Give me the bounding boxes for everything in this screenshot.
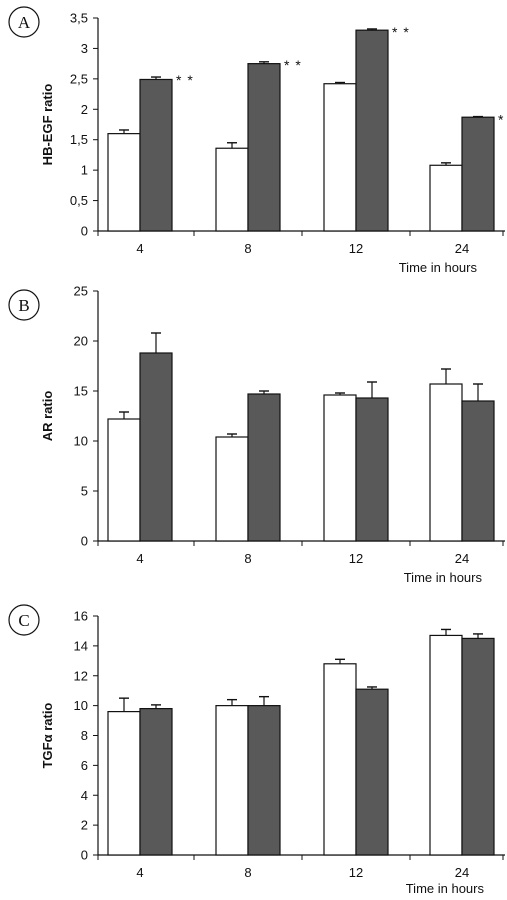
bar-series1-8 xyxy=(215,705,249,856)
significance-marker: * * xyxy=(498,112,507,128)
y-axis-label: HB-EGF ratio xyxy=(40,84,55,166)
y-tick-label: 0 xyxy=(81,534,88,549)
bar-series2-12 xyxy=(355,397,389,542)
y-tick-label: 2 xyxy=(81,102,88,117)
bar-series1-8 xyxy=(215,436,249,542)
bar-series1-4 xyxy=(107,418,141,542)
x-tick-label: 8 xyxy=(244,241,251,256)
bar-series1-12 xyxy=(323,663,357,856)
bar-series1-24 xyxy=(429,634,463,856)
bar-series1-4 xyxy=(107,133,141,232)
y-tick-label: 15 xyxy=(74,384,88,399)
bar-series2-24 xyxy=(461,400,495,542)
bar-series1-12 xyxy=(323,394,357,542)
panel-label-circle xyxy=(8,604,40,636)
x-tick-label: 12 xyxy=(349,865,363,880)
y-tick-label: 12 xyxy=(74,668,88,683)
significance-marker: * * xyxy=(176,72,194,88)
x-tick-label: 4 xyxy=(136,241,143,256)
x-tick-label: 8 xyxy=(244,551,251,566)
x-axis-label: Time in hours xyxy=(399,260,478,275)
y-tick-label: 3,5 xyxy=(70,11,88,26)
y-tick-label: 25 xyxy=(74,284,88,299)
y-tick-label: 0 xyxy=(81,224,88,239)
x-tick-label: 12 xyxy=(349,551,363,566)
x-axis-label: Time in hours xyxy=(406,881,485,896)
y-axis-label: AR ratio xyxy=(40,391,55,442)
bar-series1-4 xyxy=(107,710,141,856)
y-tick-label: 2 xyxy=(81,818,88,833)
bar-series2-4 xyxy=(139,708,173,856)
y-tick-label: 0,5 xyxy=(70,193,88,208)
x-tick-label: 24 xyxy=(455,241,469,256)
y-tick-label: 5 xyxy=(81,484,88,499)
bar-series2-8 xyxy=(247,705,281,856)
bar-series1-8 xyxy=(215,147,249,232)
y-tick-label: 20 xyxy=(74,334,88,349)
bar-series2-4 xyxy=(139,78,173,232)
y-tick-label: 14 xyxy=(74,638,88,653)
panel-label: B xyxy=(18,296,29,315)
bar-series2-12 xyxy=(355,688,389,856)
significance-marker: * * xyxy=(392,24,410,40)
y-tick-label: 1,5 xyxy=(70,132,88,147)
y-tick-label: 8 xyxy=(81,728,88,743)
y-axis-label: TGFα ratio xyxy=(40,703,55,769)
y-tick-label: 0 xyxy=(81,848,88,863)
x-tick-label: 24 xyxy=(455,865,469,880)
bar-series2-4 xyxy=(139,352,173,542)
significance-marker: * * xyxy=(284,57,302,73)
x-axis-label: Time in hours xyxy=(404,570,483,585)
x-tick-label: 4 xyxy=(136,865,143,880)
bar-series1-24 xyxy=(429,164,463,232)
y-tick-label: 2,5 xyxy=(70,71,88,86)
bar-series1-12 xyxy=(323,83,357,232)
panel-label: C xyxy=(18,611,29,630)
chart-panel-b: B 0 5 10 15 20 25 AR ratio 4 8 12 24 Time in hours xyxy=(8,284,505,585)
bar-series2-8 xyxy=(247,393,281,542)
x-tick-label: 8 xyxy=(244,865,251,880)
panel-label: A xyxy=(18,13,31,32)
bar-series2-24 xyxy=(461,116,495,232)
y-tick-label: 3 xyxy=(81,41,88,56)
x-tick-label: 4 xyxy=(136,551,143,566)
bar-series2-24 xyxy=(461,637,495,856)
y-tick-label: 16 xyxy=(74,609,88,624)
y-tick-label: 4 xyxy=(81,788,88,803)
panel-label-circle xyxy=(8,6,40,38)
bar-series1-24 xyxy=(429,383,463,542)
y-tick-label: 1 xyxy=(81,163,88,178)
y-tick-label: 6 xyxy=(81,758,88,773)
y-tick-label: 10 xyxy=(74,698,88,713)
x-tick-label: 24 xyxy=(455,551,469,566)
panel-label-circle xyxy=(8,289,40,321)
chart-panel-a: A 0 0,5 1 1,5 2 2,5 3 3,5 HB-EGF ratio 4 8 12 24 Time … xyxy=(8,6,507,275)
bar-series2-12 xyxy=(355,29,389,232)
x-tick-label: 12 xyxy=(349,241,363,256)
bar-series2-8 xyxy=(247,63,281,232)
y-tick-label: 10 xyxy=(74,434,88,449)
